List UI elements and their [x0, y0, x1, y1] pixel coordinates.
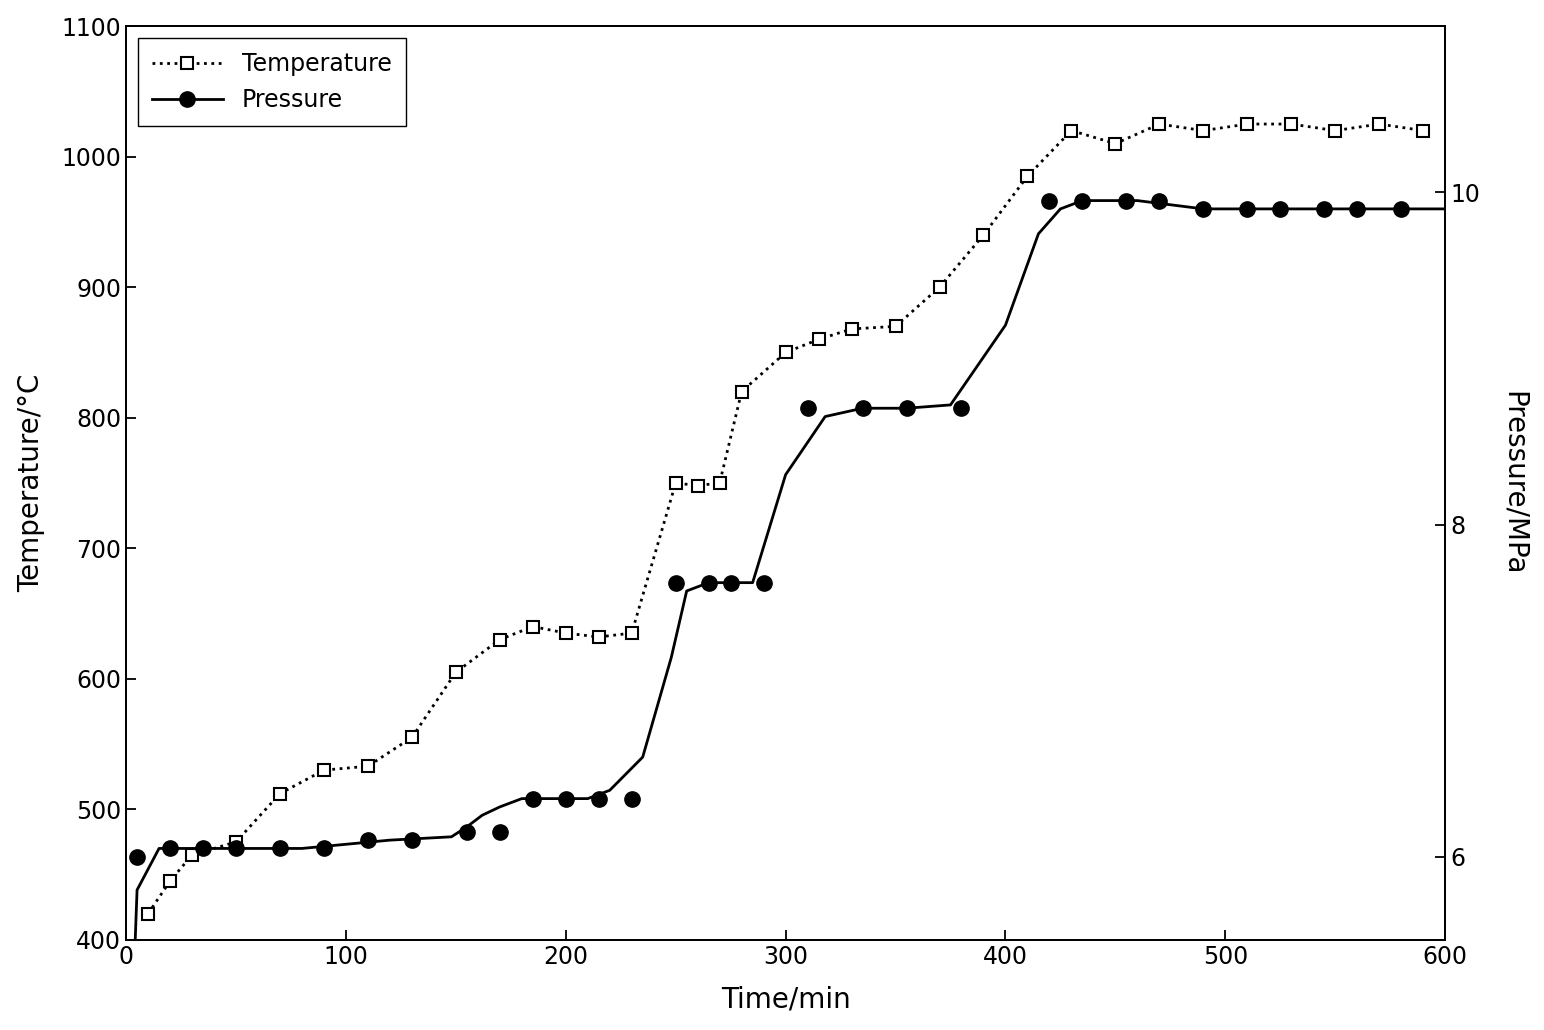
- Y-axis label: Pressure/MPa: Pressure/MPa: [1499, 390, 1527, 575]
- Y-axis label: Temperature/°C: Temperature/°C: [17, 374, 45, 592]
- Legend: Temperature, Pressure: Temperature, Pressure: [137, 38, 406, 126]
- X-axis label: Time/min: Time/min: [721, 986, 851, 1014]
